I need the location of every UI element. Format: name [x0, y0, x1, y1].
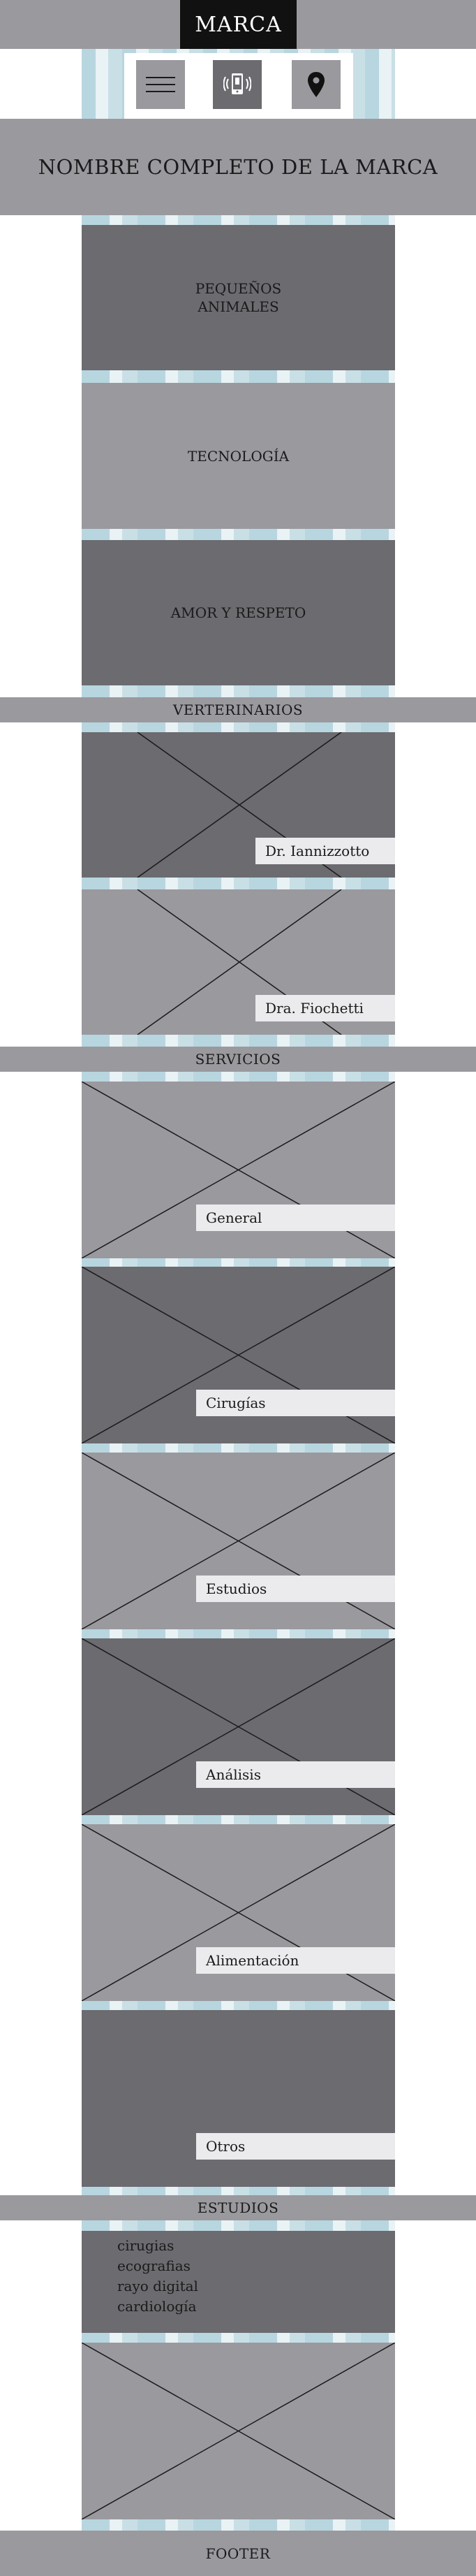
image-placeholder-icon — [82, 1824, 395, 2001]
feature-line: ANIMALES — [198, 298, 279, 315]
menu-button[interactable] — [136, 60, 185, 109]
vet-name: Dra. Fiochetti — [265, 1000, 364, 1017]
image-placeholder-icon — [82, 1267, 395, 1443]
service-label-tag: General — [196, 1205, 395, 1231]
vet-card[interactable]: Dr. Iannizzotto — [82, 732, 395, 878]
hamburger-menu-icon — [146, 77, 175, 92]
service-label-tag: Estudios — [196, 1576, 395, 1602]
service-label: Alimentación — [206, 1952, 299, 1969]
studies-list-panel — [82, 2231, 395, 2333]
service-label-tag: Otros — [196, 2133, 395, 2160]
service-card-general[interactable]: General — [82, 1082, 395, 1258]
list-item: rayo digital — [117, 2278, 198, 2294]
call-button[interactable] — [213, 60, 262, 109]
service-label: General — [206, 1209, 262, 1226]
feature-label: PEQUEÑOS ANIMALES — [195, 279, 282, 316]
feature-label: AMOR Y RESPETO — [170, 604, 306, 621]
phone-icon — [223, 73, 251, 94]
feature-panel-technology[interactable]: TECNOLOGÍA — [82, 383, 395, 529]
footer: FOOTER — [0, 2531, 476, 2576]
service-label-tag: Alimentación — [196, 1947, 395, 1974]
service-card-others[interactable]: Otros — [82, 2010, 395, 2187]
brand-label: MARCA — [195, 12, 282, 37]
image-placeholder-icon — [82, 1453, 395, 1629]
studies-image[interactable] — [82, 2343, 395, 2519]
map-pin-icon — [308, 72, 325, 97]
brand-logo[interactable]: MARCA — [180, 0, 297, 49]
service-label: Análisis — [206, 1766, 261, 1783]
section-title: ESTUDIOS — [197, 2199, 279, 2216]
image-placeholder-icon — [82, 1638, 395, 1815]
vet-name-tag: Dr. Iannizzotto — [255, 838, 395, 864]
service-label: Otros — [206, 2138, 246, 2155]
service-label: Cirugías — [206, 1395, 266, 1411]
service-card-surgery[interactable]: Cirugías — [82, 1267, 395, 1443]
vet-name: Dr. Iannizzotto — [265, 843, 370, 859]
studies-list: cirugias ecografias rayo digital cardiol… — [117, 2236, 198, 2317]
service-card-nutrition[interactable]: Alimentación — [82, 1824, 395, 2001]
feature-panel-love-respect[interactable]: AMOR Y RESPETO — [82, 540, 395, 685]
section-title-services: SERVICIOS — [0, 1047, 476, 1072]
list-item: cirugias — [117, 2237, 174, 2254]
section-title: VERTERINARIOS — [172, 701, 304, 718]
service-label: Estudios — [206, 1580, 267, 1597]
brand-full-name-banner: NOMBRE COMPLETO DE LA MARCA — [0, 119, 476, 215]
vet-name-tag: Dra. Fiochetti — [255, 995, 395, 1021]
section-title-vets: VERTERINARIOS — [0, 697, 476, 722]
service-card-analysis[interactable]: Análisis — [82, 1638, 395, 1815]
section-title-studies: ESTUDIOS — [0, 2195, 476, 2220]
service-card-studies[interactable]: Estudios — [82, 1453, 395, 1629]
list-item: cardiología — [117, 2298, 197, 2315]
feature-line: PEQUEÑOS — [195, 280, 282, 297]
brand-full-name: NOMBRE COMPLETO DE LA MARCA — [38, 155, 438, 179]
feature-label: TECNOLOGÍA — [187, 447, 290, 465]
image-placeholder-icon — [82, 2343, 395, 2519]
image-placeholder-icon — [82, 1082, 395, 1258]
list-item: ecografias — [117, 2257, 191, 2274]
feature-panel-small-animals[interactable]: PEQUEÑOS ANIMALES — [82, 225, 395, 370]
vet-card[interactable]: Dra. Fiochetti — [82, 889, 395, 1035]
footer-label: FOOTER — [205, 2545, 271, 2562]
location-button[interactable] — [292, 60, 341, 109]
service-label-tag: Cirugías — [196, 1390, 395, 1416]
section-title: SERVICIOS — [195, 1051, 281, 1068]
service-label-tag: Análisis — [196, 1761, 395, 1788]
